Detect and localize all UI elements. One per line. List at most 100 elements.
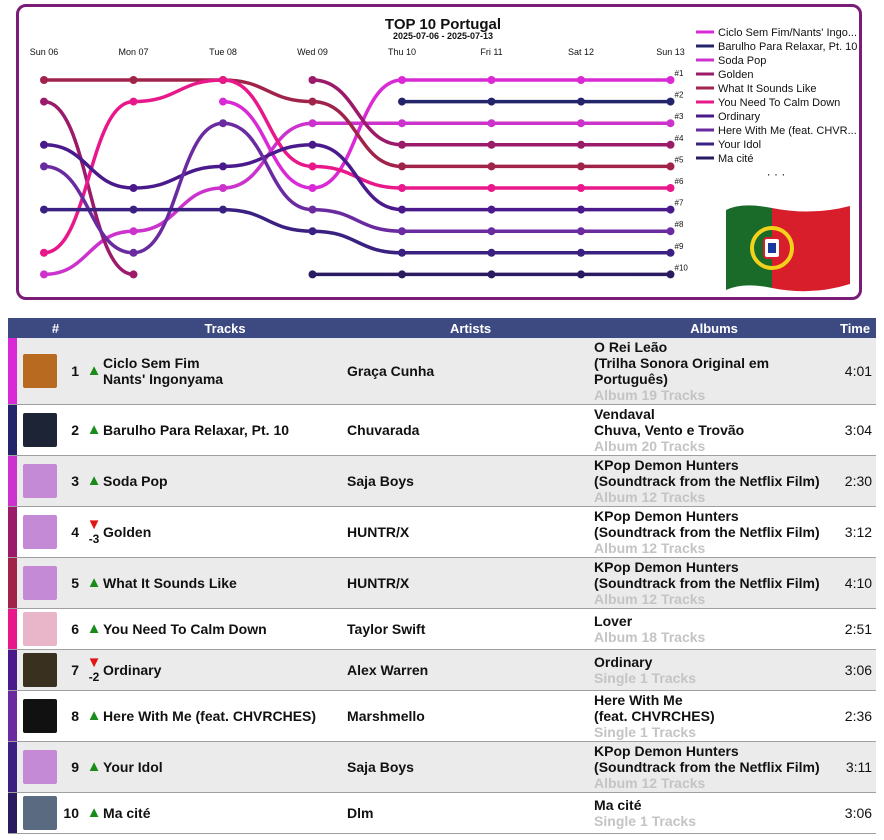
track-title[interactable]: What It Sounds Like <box>103 574 237 591</box>
series-point[interactable] <box>219 119 227 128</box>
series-point[interactable] <box>398 227 406 236</box>
table-row[interactable]: 6 ▲ You Need To Calm Down Taylor Swift Lover… <box>8 608 877 650</box>
series-point[interactable] <box>308 140 317 149</box>
series-point[interactable] <box>398 184 406 192</box>
series-point[interactable] <box>129 248 138 257</box>
series-point[interactable] <box>129 97 138 106</box>
artist-cell[interactable]: Graça Cunha <box>347 338 595 405</box>
track-title[interactable]: Soda Pop <box>103 472 168 489</box>
album-cell[interactable]: Vendaval Chuva, Vento e Trovão Album 20 Tr… <box>594 404 835 456</box>
series-point[interactable] <box>577 140 585 149</box>
album-cell[interactable]: Here With Me (feat. CHVRCHES) Single 1 Tra… <box>594 690 835 742</box>
track-title[interactable]: Barulho Para Relaxar, Pt. 10 <box>103 421 290 438</box>
series-point[interactable] <box>40 76 48 84</box>
track-title[interactable]: Ordinary <box>103 661 162 678</box>
series-point[interactable] <box>219 184 227 192</box>
album-cell[interactable]: KPop Demon Hunters (Soundtrack from the N… <box>594 455 835 507</box>
artist-name[interactable]: Graça Cunha <box>347 362 435 379</box>
series-point[interactable] <box>40 140 48 149</box>
track-title[interactable]: Here With Me (feat. CHVRCHES) <box>103 707 317 724</box>
series-point[interactable] <box>40 162 48 171</box>
series-point[interactable] <box>219 97 227 106</box>
artist-name[interactable]: Dlm <box>347 804 374 821</box>
series-line[interactable] <box>221 78 673 190</box>
series-point[interactable] <box>40 248 48 257</box>
album-art-thumbnail[interactable] <box>23 698 57 733</box>
series-point[interactable] <box>666 97 675 106</box>
legend-entry[interactable]: Golden <box>718 69 753 81</box>
series-point[interactable] <box>308 270 317 279</box>
series-line[interactable] <box>42 143 673 212</box>
album-title[interactable]: KPop Demon Hunters <box>594 558 739 575</box>
album-title[interactable]: Ordinary <box>594 653 653 670</box>
album-title[interactable]: Ma cité <box>594 796 642 813</box>
series-point[interactable] <box>129 76 138 84</box>
artist-cell[interactable]: Chuvarada <box>347 404 595 456</box>
track-title-line2[interactable]: Nants' Ingonyama <box>103 370 224 387</box>
series-point[interactable] <box>308 76 317 84</box>
artist-name[interactable]: Chuvarada <box>347 421 420 438</box>
track-title[interactable]: Your Idol <box>103 758 163 775</box>
artist-name[interactable]: Saja Boys <box>347 758 414 775</box>
album-title-line2[interactable]: (feat. CHVRCHES) <box>594 707 715 724</box>
series-point[interactable] <box>398 97 406 106</box>
album-art-thumbnail[interactable] <box>23 611 57 646</box>
track-title[interactable]: Ma cité <box>103 804 151 821</box>
series-point[interactable] <box>666 119 675 128</box>
series-point[interactable] <box>666 248 675 257</box>
artist-cell[interactable]: HUNTR/X <box>347 557 595 609</box>
legend-entry[interactable]: Here With Me (feat. CHVR... <box>718 125 857 137</box>
legend-entry[interactable]: What It Sounds Like <box>718 83 816 95</box>
series-point[interactable] <box>577 184 585 192</box>
series-point[interactable] <box>577 248 585 257</box>
header-time[interactable]: Time <box>834 318 877 338</box>
album-title[interactable]: KPop Demon Hunters <box>594 456 739 473</box>
album-title-line2[interactable]: (Trilha Sonora Original em <box>594 354 770 371</box>
album-title-line2[interactable]: (Soundtrack from the Netflix Film) <box>594 758 820 775</box>
series-point[interactable] <box>577 97 585 106</box>
series-point[interactable] <box>666 140 675 149</box>
track-cell[interactable]: Here With Me (feat. CHVRCHES) <box>103 690 348 742</box>
series-point[interactable] <box>219 205 227 214</box>
series-point[interactable] <box>398 205 406 214</box>
album-cell[interactable]: Ma cité Single 1 Tracks <box>594 792 835 834</box>
album-title-line3[interactable]: Português) <box>594 370 668 387</box>
table-row[interactable]: 2 ▲ Barulho Para Relaxar, Pt. 10 Chuvarada V… <box>8 404 877 456</box>
header-artists[interactable]: Artists <box>347 318 595 338</box>
album-art-thumbnail[interactable] <box>23 749 57 784</box>
series-point[interactable] <box>487 76 496 84</box>
series-point[interactable] <box>40 270 48 279</box>
album-title-line2[interactable]: Chuva, Vento e Trovão <box>594 421 745 438</box>
album-title[interactable]: KPop Demon Hunters <box>594 742 739 759</box>
artist-name[interactable]: Marshmello <box>347 707 425 724</box>
album-cell[interactable]: KPop Demon Hunters (Soundtrack from the N… <box>594 506 835 558</box>
series-point[interactable] <box>487 270 496 279</box>
header-tracks[interactable]: Tracks <box>103 318 348 338</box>
series-point[interactable] <box>666 76 675 84</box>
artist-name[interactable]: Alex Warren <box>347 661 429 678</box>
series-point[interactable] <box>398 248 406 257</box>
series-point[interactable] <box>577 119 585 128</box>
series-point[interactable] <box>129 270 138 279</box>
series-point[interactable] <box>577 162 585 171</box>
table-row[interactable]: 4 ▼ -3 Golden HUNTR/X KPop Demon Hunters (Soun… <box>8 506 877 558</box>
track-title[interactable]: You Need To Calm Down <box>103 620 267 637</box>
album-art-thumbnail[interactable] <box>23 514 57 549</box>
series-point[interactable] <box>219 76 227 84</box>
artist-cell[interactable]: HUNTR/X <box>347 506 595 558</box>
series-point[interactable] <box>487 184 496 192</box>
series-point[interactable] <box>666 184 675 192</box>
series-point[interactable] <box>40 97 48 106</box>
table-row[interactable]: 3 ▲ Soda Pop Saja Boys KPop Demon Hunters (So… <box>8 455 877 507</box>
series-point[interactable] <box>487 162 496 171</box>
header-albums[interactable]: Albums <box>594 318 835 338</box>
album-art-thumbnail[interactable] <box>23 353 57 388</box>
album-title-line2[interactable]: (Soundtrack from the Netflix Film) <box>594 574 820 591</box>
series-point[interactable] <box>129 205 138 214</box>
series-point[interactable] <box>308 119 317 128</box>
album-cell[interactable]: KPop Demon Hunters (Soundtrack from the N… <box>594 741 835 793</box>
track-title[interactable]: Ciclo Sem Fim <box>103 354 200 371</box>
series-point[interactable] <box>666 227 675 236</box>
track-cell[interactable]: Golden <box>103 506 348 558</box>
artist-cell[interactable]: Marshmello <box>347 690 595 742</box>
